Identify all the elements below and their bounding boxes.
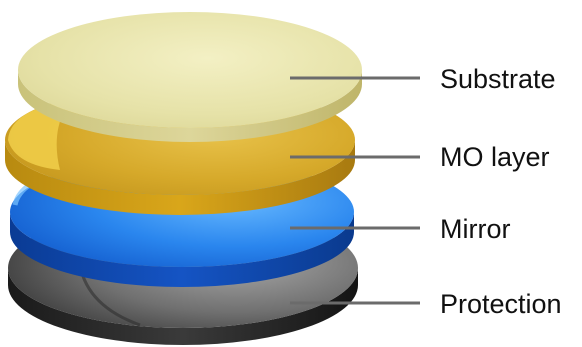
substrate-layer-disc [18,12,362,142]
mo-layer-label: MO layer [440,142,550,172]
substrate-label: Substrate [440,64,556,94]
protection-label: Protection [440,289,562,319]
mirror-label: Mirror [440,214,510,244]
